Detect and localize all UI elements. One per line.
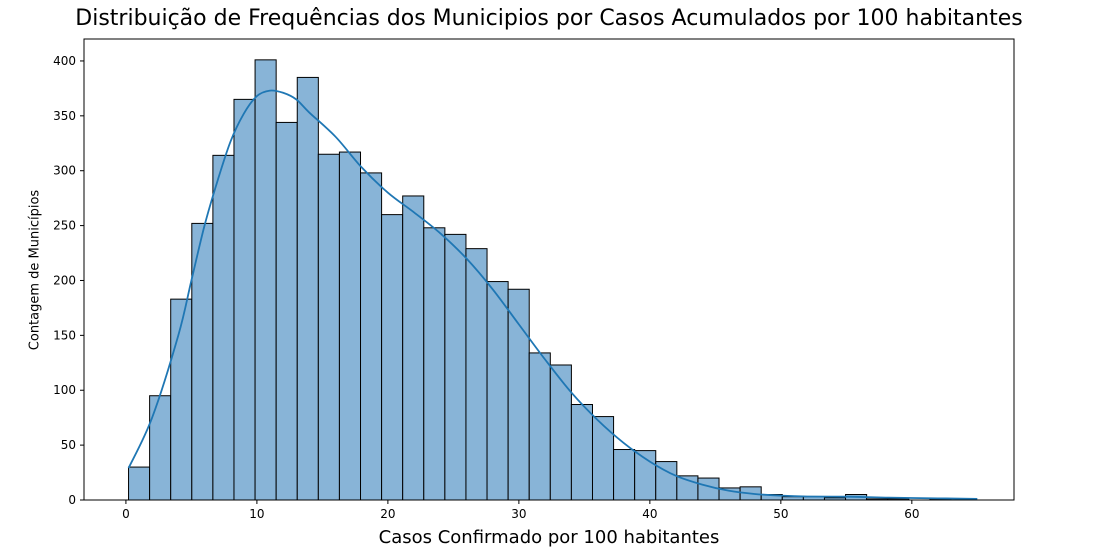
- histogram-bar: [570, 404, 593, 501]
- histogram-bar: [128, 466, 151, 501]
- histogram-bar: [381, 214, 404, 501]
- histogram-bar: [233, 98, 256, 501]
- histogram-bar: [444, 233, 467, 501]
- bars-layer: [128, 59, 952, 501]
- histogram-bar: [296, 76, 319, 501]
- histogram-bar: [275, 121, 298, 501]
- histogram-bar: [317, 153, 340, 501]
- histogram-bar: [507, 288, 530, 501]
- y-tick-label: 50: [61, 438, 76, 452]
- y-tick-label: 350: [53, 109, 76, 123]
- histogram-bar: [528, 352, 551, 501]
- y-tick-label: 100: [53, 383, 76, 397]
- histogram-bar: [591, 416, 615, 501]
- x-tick-label: 50: [773, 507, 788, 521]
- histogram-bar: [254, 59, 277, 501]
- x-tick-label: 20: [380, 507, 395, 521]
- histogram-bar: [549, 364, 572, 501]
- x-tick-label: 30: [511, 507, 526, 521]
- axes-layer: 0 10 20 30 40 50 60 0 50 100 150 200 250 300 350 400: [53, 38, 1015, 521]
- histogram-bar: [212, 154, 235, 501]
- y-tick-label: 150: [53, 328, 76, 342]
- y-axis-label: Contagem de Municípios: [27, 189, 43, 351]
- x-tick-label: 10: [249, 507, 264, 521]
- kde-layer: [127, 89, 978, 500]
- y-tick-label: 300: [53, 164, 76, 178]
- x-tick-label: 60: [904, 507, 919, 521]
- kde-line: [127, 89, 978, 500]
- y-tick-label: 400: [53, 54, 76, 68]
- x-tick-label: 40: [642, 507, 657, 521]
- y-tick-label: 0: [68, 493, 76, 507]
- histogram-bar: [486, 281, 509, 501]
- x-tick-label: 0: [122, 507, 130, 521]
- plot-frame: [83, 38, 1015, 501]
- chart-title: Distribuição de Frequências dos Municipi…: [75, 6, 1023, 31]
- y-tick-label: 250: [53, 219, 76, 233]
- histogram-bar: [402, 195, 425, 501]
- x-axis-label: Casos Confirmado por 100 habitantes: [378, 527, 720, 548]
- histogram-bar: [613, 449, 636, 501]
- histogram-bar: [423, 227, 446, 501]
- y-tick-label: 200: [53, 273, 76, 287]
- histogram-bar: [170, 298, 193, 501]
- histogram-bar: [360, 172, 383, 501]
- histogram-bar: [338, 151, 362, 501]
- histogram-bar: [149, 395, 172, 501]
- histogram-bar: [465, 248, 488, 501]
